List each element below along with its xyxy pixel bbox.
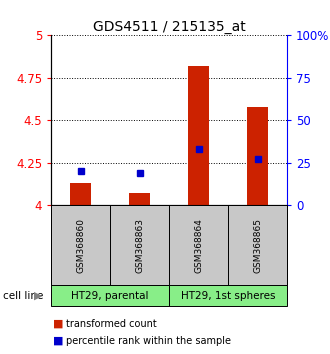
Text: ▶: ▶ [34,291,42,301]
Text: ■: ■ [53,336,63,346]
Text: ■: ■ [53,319,63,329]
Text: GSM368863: GSM368863 [135,218,144,273]
Text: HT29, parental: HT29, parental [71,291,149,301]
Text: GSM368860: GSM368860 [76,218,85,273]
Text: percentile rank within the sample: percentile rank within the sample [66,336,231,346]
Bar [70,183,91,205]
Bar [129,193,150,205]
Text: HT29, 1st spheres: HT29, 1st spheres [181,291,275,301]
Bar [188,66,209,205]
Bar [247,107,268,205]
Text: GSM368864: GSM368864 [194,218,203,273]
Title: GDS4511 / 215135_at: GDS4511 / 215135_at [93,21,246,34]
Text: transformed count: transformed count [66,319,157,329]
Text: GSM368865: GSM368865 [253,218,262,273]
Text: cell line: cell line [3,291,44,301]
